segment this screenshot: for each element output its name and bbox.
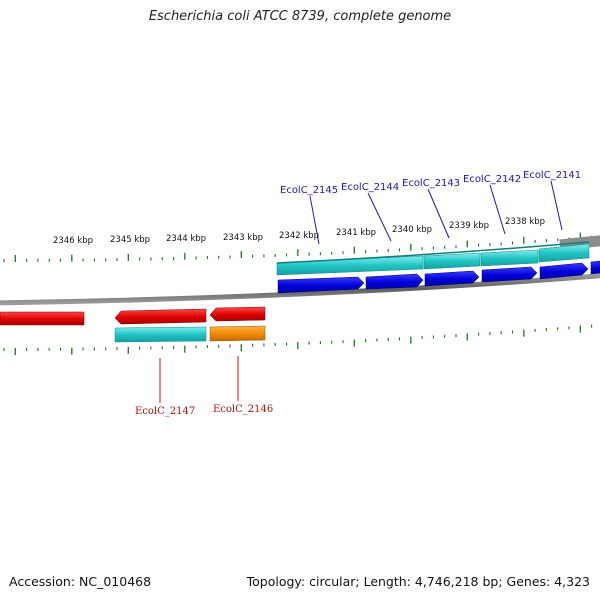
cds-arrow-2144[interactable]: [365, 273, 424, 290]
cds-arrow-2142[interactable]: [481, 266, 538, 283]
gene-label-reverse[interactable]: EcolC_2146: [213, 404, 273, 415]
genome-backbone: [0, 273, 600, 306]
cds-block-left[interactable]: [0, 311, 85, 326]
gene-band-2141[interactable]: [538, 243, 590, 263]
inner-tick-ruler: [3, 324, 593, 355]
ruler-label: 2339 kbp: [449, 221, 489, 231]
ruler-label: 2341 kbp: [336, 228, 376, 238]
forward-leader-lines: [309, 180, 563, 245]
gene-label-forward[interactable]: EcolC_2141: [523, 170, 581, 181]
cds-arrow-2146[interactable]: [209, 306, 266, 322]
map-title: Escherichia coli ATCC 8739, complete gen…: [148, 9, 452, 24]
ruler-label: 2342 kbp: [279, 231, 319, 241]
gene-label-forward[interactable]: EcolC_2142: [463, 174, 521, 185]
accession-text: Accession: NC_010468: [9, 574, 152, 589]
topology-text: Topology: circular; Length: 4,746,218 bp…: [246, 574, 590, 589]
outer-tick-ruler: [3, 232, 593, 262]
gene-band-2147[interactable]: [114, 326, 207, 343]
ruler-label: 2340 kbp: [392, 225, 432, 235]
gene-band-rim: [276, 241, 590, 264]
reverse-gene-labels: EcolC_2147 EcolC_2146: [135, 404, 273, 417]
gene-label-forward[interactable]: EcolC_2144: [341, 182, 399, 193]
gene-band-2146[interactable]: [209, 325, 266, 342]
ruler-label: 2346 kbp: [53, 236, 93, 246]
reverse-leader-lines: [159, 356, 239, 403]
cds-arrow-2145[interactable]: [277, 276, 365, 294]
gene-label-reverse[interactable]: EcolC_2147: [135, 406, 195, 417]
gene-label-forward[interactable]: EcolC_2145: [280, 185, 338, 196]
ruler-label: 2345 kbp: [110, 235, 150, 245]
ruler-labels: 2346 kbp 2345 kbp 2344 kbp 2343 kbp 2342…: [53, 217, 545, 246]
forward-gene-labels: EcolC_2145 EcolC_2144 EcolC_2143 EcolC_2…: [280, 170, 581, 196]
gene-band-2142[interactable]: [480, 249, 539, 267]
ruler-label: 2338 kbp: [505, 217, 545, 227]
ruler-label: 2343 kbp: [223, 233, 263, 243]
ruler-label: 2344 kbp: [166, 234, 206, 244]
cds-arrow-partial[interactable]: [590, 260, 600, 275]
gene-label-forward[interactable]: EcolC_2143: [402, 178, 460, 189]
gene-band-2143[interactable]: [423, 252, 481, 270]
cds-arrow-2141[interactable]: [539, 262, 589, 280]
cds-arrow-2147[interactable]: [114, 308, 207, 325]
cds-arrow-2143[interactable]: [424, 270, 480, 287]
